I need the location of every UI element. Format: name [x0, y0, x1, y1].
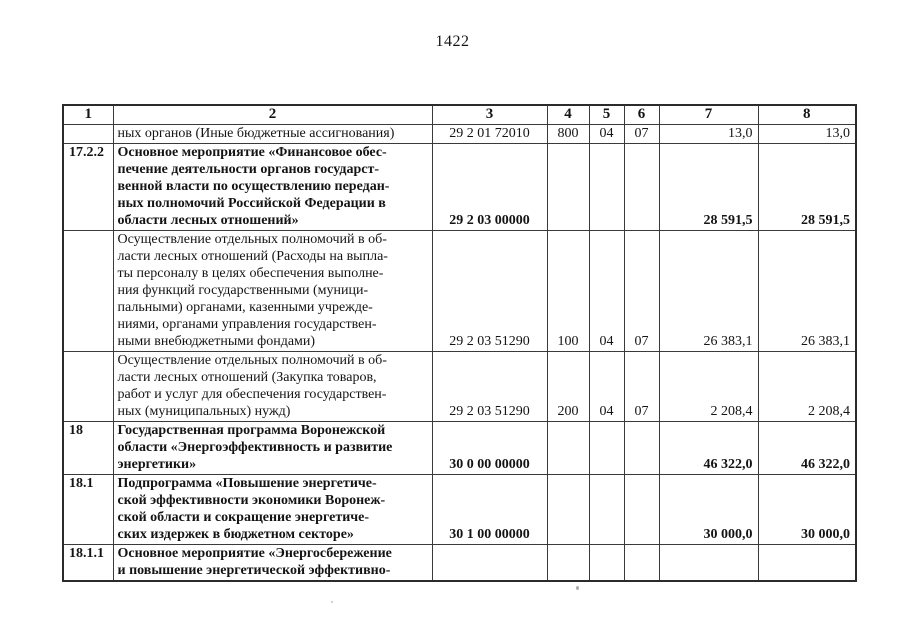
- table-row: 18 Государственная программа Воронежской…: [62, 420, 857, 475]
- expense-type-cell: [546, 473, 590, 545]
- section-cell: 04: [588, 123, 625, 144]
- table-row: 18.1.1 Основное мероприятие «Энергосбере…: [62, 543, 857, 581]
- page-number: 1422: [435, 33, 470, 50]
- expense-type-cell: [546, 142, 590, 231]
- table-row: 17.2.2 Основное мероприятие «Финансовое …: [62, 142, 857, 231]
- amount-col7-cell: 26 383,1: [658, 229, 759, 352]
- amount-col7-cell: 46 322,0: [658, 420, 759, 475]
- expense-type-cell: 200: [546, 350, 590, 422]
- table-row: Осуществление отдельных полномочий в об-…: [62, 350, 857, 422]
- amount-col8-cell: 46 322,0: [757, 420, 857, 475]
- name-cell: Осуществление отдельных полномочий в об-…: [112, 350, 433, 422]
- subsection-cell: [623, 543, 660, 581]
- subsection-cell: 07: [623, 229, 660, 352]
- subsection-cell: 07: [623, 350, 660, 422]
- column-header-8: 8: [757, 104, 857, 125]
- subsection-cell: [623, 420, 660, 475]
- row-number-cell: 17.2.2: [62, 142, 114, 231]
- name-cell: Подпрограмма «Повышение энергетиче- ской…: [112, 473, 433, 545]
- table-header-row: 1 2 3 4 5 6 7 8: [62, 104, 857, 125]
- row-number-cell: [62, 229, 114, 352]
- amount-col8-cell: 28 591,5: [757, 142, 857, 231]
- subsection-cell: [623, 142, 660, 231]
- row-number-cell: [62, 350, 114, 422]
- name-cell: Основное мероприятие «Энергосбережение и…: [112, 543, 433, 581]
- budget-code-cell: 30 1 00 00000: [431, 473, 548, 545]
- subsection-cell: 07: [623, 123, 660, 144]
- budget-code-cell: [431, 543, 548, 581]
- amount-col8-cell: 26 383,1: [757, 229, 857, 352]
- section-cell: [588, 420, 625, 475]
- name-cell: Государственная программа Воронежской об…: [112, 420, 433, 475]
- budget-appropriations-table: 1 2 3 4 5 6 7 8 ных органов (Иные бюджет…: [62, 104, 857, 582]
- expense-type-cell: 100: [546, 229, 590, 352]
- name-cell: ных органов (Иные бюджетные ассигнования…: [112, 123, 433, 144]
- section-cell: [588, 473, 625, 545]
- amount-col7-cell: [658, 543, 759, 581]
- column-header-6: 6: [623, 104, 660, 125]
- row-number-cell: 18.1.1: [62, 543, 114, 581]
- amount-col7-cell: 2 208,4: [658, 350, 759, 422]
- subsection-cell: [623, 473, 660, 545]
- section-cell: [588, 142, 625, 231]
- scan-speck: [576, 586, 579, 590]
- name-cell: Основное мероприятие «Финансовое обес- п…: [112, 142, 433, 231]
- section-cell: 04: [588, 350, 625, 422]
- expense-type-cell: 800: [546, 123, 590, 144]
- amount-col7-cell: 30 000,0: [658, 473, 759, 545]
- section-cell: [588, 543, 625, 581]
- budget-code-cell: 29 2 03 51290: [431, 350, 548, 422]
- amount-col7-cell: 28 591,5: [658, 142, 759, 231]
- section-cell: 04: [588, 229, 625, 352]
- amount-col8-cell: 30 000,0: [757, 473, 857, 545]
- expense-type-cell: [546, 420, 590, 475]
- amount-col8-cell: 2 208,4: [757, 350, 857, 422]
- row-number-cell: 18: [62, 420, 114, 475]
- row-number-cell: 18.1: [62, 473, 114, 545]
- amount-col8-cell: 13,0: [757, 123, 857, 144]
- table-row: 18.1 Подпрограмма «Повышение энергетиче-…: [62, 473, 857, 545]
- column-header-4: 4: [546, 104, 590, 125]
- column-header-5: 5: [588, 104, 625, 125]
- table-row: Осуществление отдельных полномочий в об-…: [62, 229, 857, 352]
- amount-col7-cell: 13,0: [658, 123, 759, 144]
- column-header-7: 7: [658, 104, 759, 125]
- column-header-2: 2: [112, 104, 433, 125]
- expense-type-cell: [546, 543, 590, 581]
- column-header-1: 1: [62, 104, 114, 125]
- scan-speck: [331, 601, 333, 603]
- budget-code-cell: 30 0 00 00000: [431, 420, 548, 475]
- column-header-3: 3: [431, 104, 548, 125]
- row-number-cell: [62, 123, 114, 144]
- name-cell: Осуществление отдельных полномочий в об-…: [112, 229, 433, 352]
- budget-code-cell: 29 2 01 72010: [431, 123, 548, 144]
- budget-code-cell: 29 2 03 00000: [431, 142, 548, 231]
- amount-col8-cell: [757, 543, 857, 581]
- budget-code-cell: 29 2 03 51290: [431, 229, 548, 352]
- table-row: ных органов (Иные бюджетные ассигнования…: [62, 123, 857, 144]
